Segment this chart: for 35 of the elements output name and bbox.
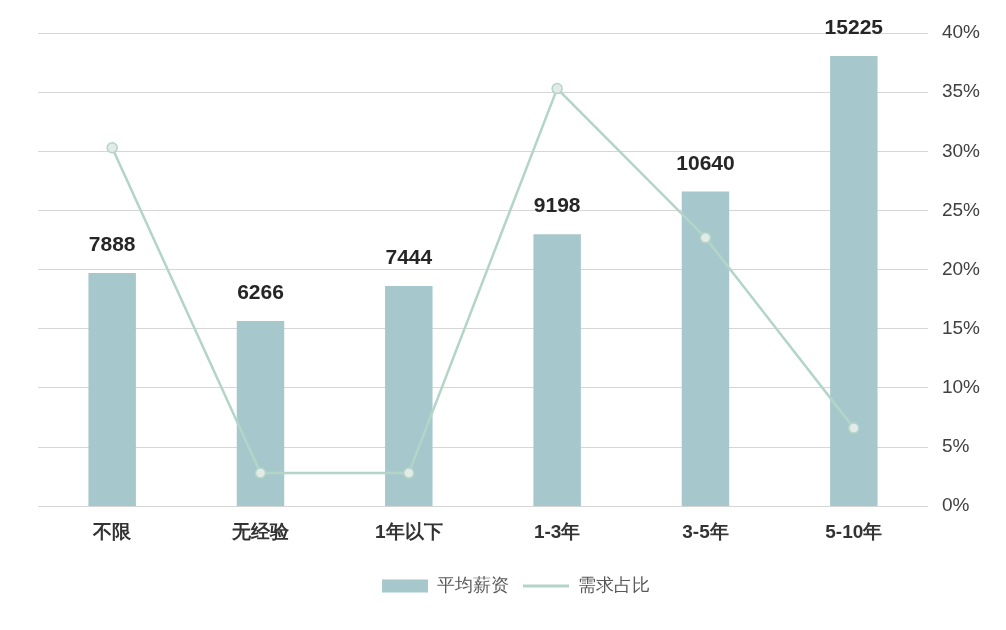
y2-tick-label: 35%: [941, 80, 981, 102]
point: [848, 422, 860, 434]
point: [699, 231, 712, 244]
y2-tick-label: 15%: [941, 316, 981, 338]
y2-tick-label: 25%: [941, 198, 981, 220]
data-label: 7444: [385, 245, 433, 269]
x-tick-label: 1年以下: [375, 520, 443, 542]
bar: [88, 272, 136, 507]
x-tick-label: 1-3年: [533, 520, 581, 542]
x-tick-label: 5-10年: [825, 520, 883, 542]
x-tick-label: 3-5年: [682, 520, 729, 542]
y2-tick-label: 5%: [941, 435, 970, 457]
y2-tick-label: 40%: [941, 21, 981, 43]
bar: [681, 191, 730, 507]
bar: [533, 234, 581, 507]
x-tick-label: 无经验: [230, 520, 290, 542]
point: [551, 82, 563, 95]
legend-label: 平均薪资: [437, 574, 509, 595]
y2-tick-label: 20%: [941, 257, 981, 279]
y2-tick-label: 0%: [941, 494, 970, 516]
data-label: 10640: [676, 150, 735, 174]
point: [254, 467, 267, 479]
bar: [385, 286, 433, 507]
data-label: 9198: [533, 193, 581, 217]
data-label: 15225: [824, 15, 884, 39]
bar: [236, 320, 285, 507]
data-label: 7888: [88, 232, 136, 256]
legend-label: 需求占比: [578, 574, 650, 595]
y2-tick-label: 30%: [941, 139, 981, 161]
y2-tick-label: 10%: [941, 376, 981, 398]
point: [106, 142, 118, 154]
point: [403, 467, 415, 479]
x-tick-label: 不限: [92, 520, 133, 542]
bar: [830, 55, 878, 507]
data-label: 6266: [237, 280, 284, 304]
